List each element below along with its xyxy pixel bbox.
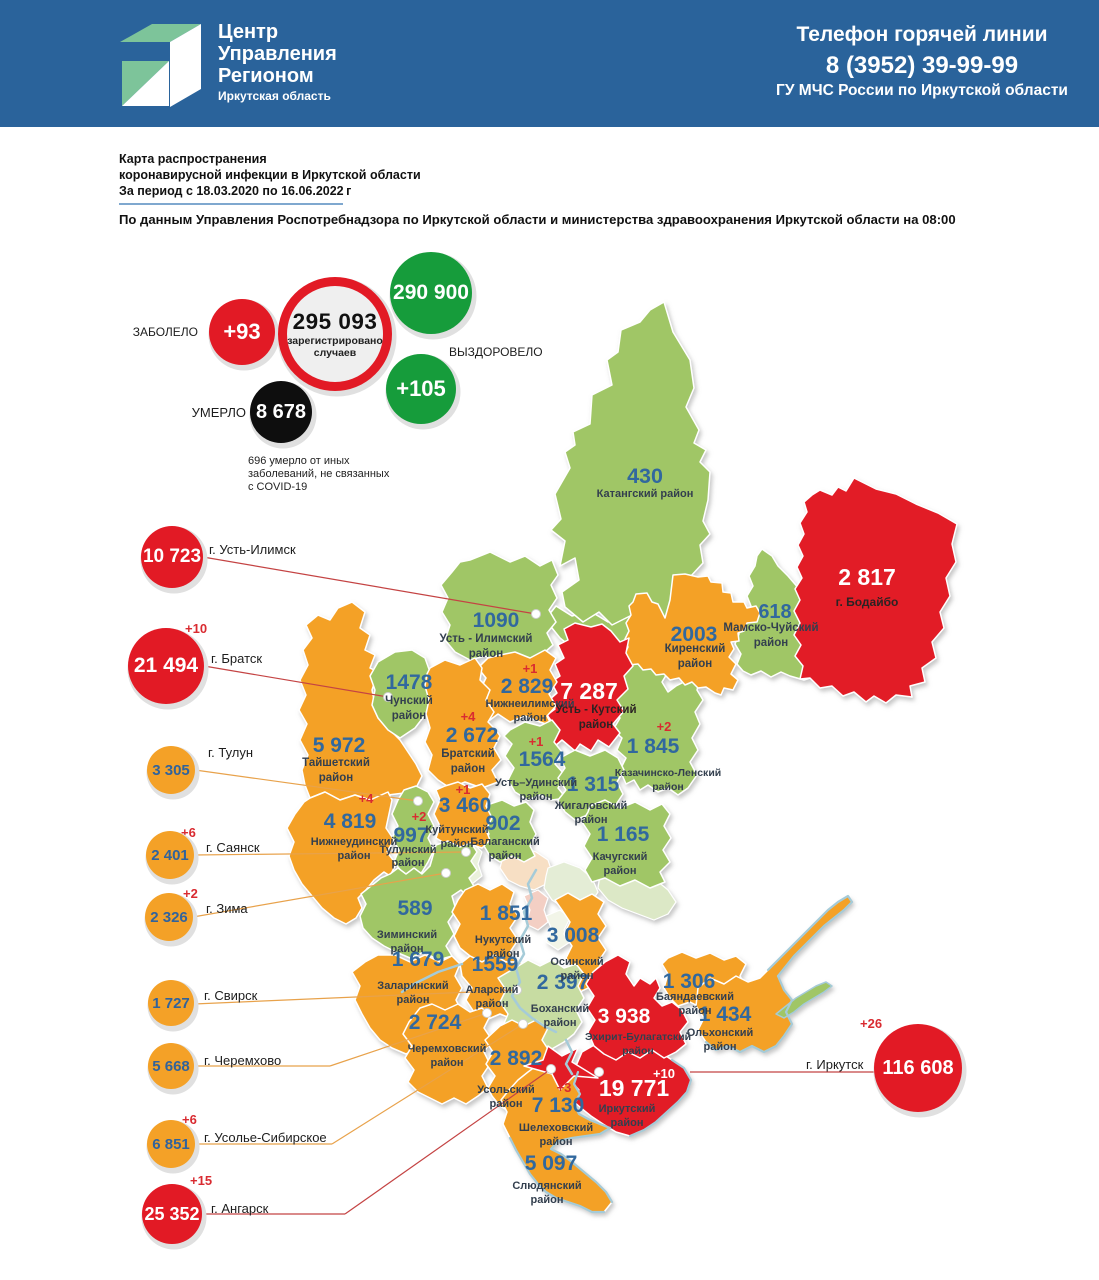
svg-text:+10: +10 [653,1066,675,1081]
svg-text:+2: +2 [412,809,427,824]
svg-text:19 771: 19 771 [599,1075,670,1101]
svg-text:7 130: 7 130 [532,1094,585,1117]
svg-text:2003: 2003 [671,623,718,646]
svg-text:5 097: 5 097 [525,1152,578,1175]
svg-text:1564: 1564 [519,748,566,771]
svg-text:2 724: 2 724 [409,1011,462,1034]
svg-text:2 672: 2 672 [446,724,499,747]
svg-text:430: 430 [627,464,663,488]
svg-text:1 165: 1 165 [597,823,650,846]
svg-text:1 679: 1 679 [392,948,445,971]
svg-text:7 287: 7 287 [560,678,618,704]
svg-text:+1: +1 [529,734,544,749]
svg-text:5 972: 5 972 [313,734,366,757]
svg-text:2 397: 2 397 [537,971,590,994]
svg-text:+1: +1 [456,782,471,797]
svg-text:3 008: 3 008 [547,924,600,947]
svg-text:г. Бодайбо: г. Бодайбо [836,595,899,609]
svg-text:1 306: 1 306 [663,970,716,993]
svg-text:+4: +4 [359,791,375,806]
svg-text:1 315: 1 315 [567,773,620,796]
svg-text:1090: 1090 [473,609,520,632]
svg-text:589: 589 [397,897,432,920]
svg-text:2 829: 2 829 [501,675,554,698]
svg-text:+3: +3 [557,1080,572,1095]
svg-text:1 434: 1 434 [699,1003,752,1026]
svg-text:997: 997 [393,824,428,847]
svg-text:618: 618 [758,601,791,623]
svg-text:Катангский район: Катангский район [597,488,694,500]
svg-text:1478: 1478 [386,671,433,694]
svg-text:902: 902 [485,812,520,835]
svg-text:2 892: 2 892 [490,1047,543,1070]
svg-text:1 851: 1 851 [480,902,533,925]
svg-text:3 938: 3 938 [598,1005,651,1028]
svg-text:+4: +4 [461,709,477,724]
svg-text:1 845: 1 845 [627,735,680,758]
svg-text:+1: +1 [523,661,538,676]
svg-text:2 817: 2 817 [838,564,896,590]
svg-text:+2: +2 [657,719,672,734]
svg-text:3 460: 3 460 [439,794,492,817]
svg-text:4 819: 4 819 [324,810,377,833]
svg-text:1559: 1559 [472,953,519,976]
